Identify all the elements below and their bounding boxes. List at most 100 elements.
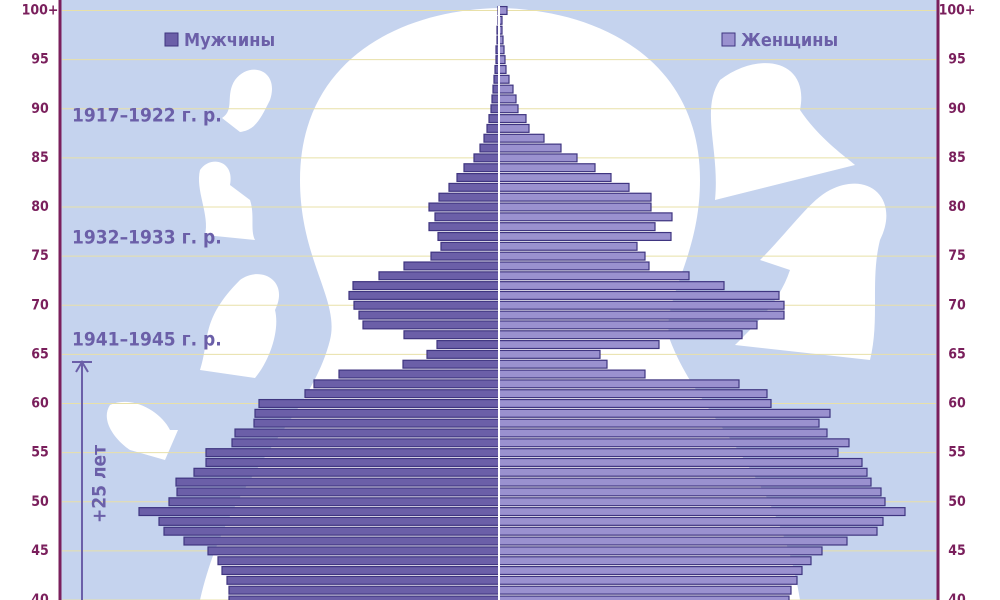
- male-bar: [490, 104, 500, 114]
- female-bar: [498, 94, 517, 104]
- bars: [62, 5, 936, 600]
- female-bar: [498, 448, 839, 458]
- annotation: 1917–1922 г. р.: [72, 105, 222, 127]
- y-tick-label: 100+: [22, 3, 59, 19]
- male-bar: [226, 575, 500, 585]
- female-bar: [498, 153, 578, 163]
- female-bar: [498, 74, 510, 84]
- female-bar: [498, 222, 656, 232]
- female-bar: [498, 212, 673, 222]
- male-bar: [234, 428, 500, 438]
- female-bar: [498, 418, 820, 428]
- male-bar: [483, 133, 500, 143]
- male-bar: [456, 172, 500, 183]
- female-bar: [498, 310, 785, 320]
- y-tick-label: 65: [31, 346, 49, 362]
- y-tick-label: 70: [31, 297, 49, 313]
- male-bar: [428, 222, 500, 232]
- female-bar: [498, 320, 758, 330]
- female-bar: [498, 340, 660, 350]
- female-bar: [498, 231, 672, 242]
- female-bar: [498, 516, 884, 526]
- y-tick-label: 75: [31, 248, 49, 264]
- figure-silhouette: [198, 161, 255, 240]
- male-bar: [403, 330, 500, 340]
- male-bar: [228, 585, 500, 595]
- y-tick-label: 90: [948, 101, 966, 117]
- male-bar: [168, 497, 500, 507]
- y-tick-label: 80: [31, 199, 49, 215]
- male-bar: [228, 595, 500, 600]
- female-bar: [498, 114, 527, 124]
- female-bar: [498, 290, 780, 300]
- female-bar: [498, 163, 596, 173]
- female-bar: [498, 389, 768, 399]
- female-bar: [498, 487, 882, 497]
- y-tick-label: 100+: [939, 3, 976, 19]
- male-bar: [436, 340, 500, 350]
- male-bar: [402, 359, 500, 369]
- legend-swatch: [721, 32, 736, 47]
- male-bar: [352, 281, 500, 291]
- female-bar: [498, 251, 646, 261]
- female-bar: [498, 526, 878, 536]
- male-bar: [258, 398, 500, 409]
- female-bar: [498, 182, 630, 192]
- male-bar: [437, 231, 500, 242]
- annotation: 1941–1945 г. р.: [72, 329, 222, 351]
- female-bar: [498, 192, 652, 202]
- female-bar: [498, 349, 601, 359]
- female-bar: [498, 202, 652, 212]
- y-tick-label: 60: [948, 396, 966, 412]
- male-bar: [438, 192, 500, 202]
- figure-silhouette: [710, 63, 855, 200]
- female-bar: [498, 261, 650, 271]
- female-bar: [498, 467, 868, 477]
- female-bar: [498, 5, 508, 16]
- male-bar: [205, 457, 500, 467]
- female-bar: [498, 457, 863, 467]
- male-bar: [491, 94, 500, 104]
- female-bar: [498, 330, 743, 340]
- female-bar: [498, 123, 530, 133]
- male-bar: [403, 261, 500, 271]
- male-bar: [338, 369, 500, 379]
- female-bar: [498, 408, 831, 418]
- male-bar: [479, 143, 500, 153]
- male-bar: [434, 212, 500, 222]
- female-bar: [498, 556, 812, 566]
- female-bar: [498, 575, 798, 585]
- male-bar: [176, 487, 500, 497]
- y-tick-label: 60: [31, 396, 49, 412]
- male-bar: [448, 182, 500, 192]
- legend-label: Мужчины: [184, 30, 275, 51]
- male-bar: [378, 271, 500, 281]
- y-tick-label: 50: [31, 494, 49, 510]
- male-bar: [231, 438, 500, 448]
- female-bar: [498, 64, 507, 74]
- male-bar: [430, 251, 500, 261]
- female-bar: [498, 585, 792, 595]
- legend-label: Женщины: [741, 30, 838, 51]
- male-bar: [463, 163, 500, 173]
- male-bar: [426, 349, 500, 359]
- y-tick-label: 40: [31, 592, 49, 600]
- female-bar: [498, 497, 886, 507]
- male-bar: [440, 241, 500, 251]
- female-bar: [498, 477, 872, 487]
- female-bar: [498, 546, 823, 556]
- male-bar: [488, 114, 500, 124]
- male-bar: [205, 448, 500, 458]
- y-tick-label: 95: [948, 52, 966, 68]
- male-bar: [428, 202, 500, 212]
- female-bar: [498, 369, 646, 379]
- y-tick-label: 45: [31, 543, 49, 559]
- male-bar: [486, 123, 500, 133]
- annotation: 1932–1933 г. р.: [72, 227, 222, 249]
- figure-silhouette: [106, 401, 178, 460]
- male-bar: [175, 477, 500, 487]
- y-tick-label: 55: [948, 445, 966, 461]
- annotation: +25 лет: [89, 445, 111, 523]
- female-bar: [498, 507, 906, 517]
